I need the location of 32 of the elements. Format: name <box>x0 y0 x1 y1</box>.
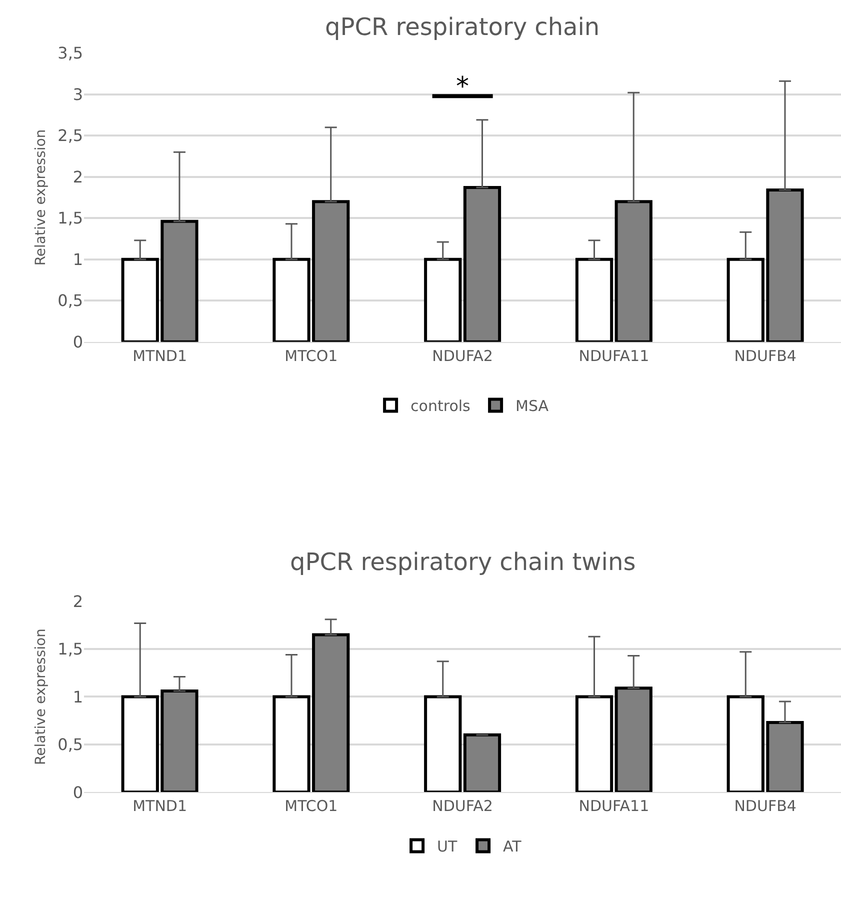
chart-title: qPCR respiratory chain twins <box>290 548 636 576</box>
x-tick-label: NDUFB4 <box>734 346 796 365</box>
x-tick-label: MTCO1 <box>284 797 338 816</box>
y-tick-label: 1,5 <box>58 640 84 659</box>
y-tick-label: 0 <box>72 332 84 352</box>
y-tick-label: 2 <box>72 592 84 611</box>
y-axis-title: Relative expression <box>33 129 50 266</box>
x-tick-label: NDUFA2 <box>432 346 493 365</box>
x-tick-label: MTND1 <box>132 797 187 816</box>
y-tick-label: 2,5 <box>58 126 84 146</box>
x-tick-label: NDUFB4 <box>734 797 796 816</box>
y-tick-label: 3,5 <box>58 44 84 63</box>
x-tick-label: NDUFA11 <box>578 797 650 816</box>
chart-title: qPCR respiratory chain <box>325 13 600 41</box>
x-tick-label: NDUFA2 <box>432 797 493 816</box>
y-tick-label: 0 <box>72 782 84 802</box>
y-tick-label: 1,5 <box>58 208 84 228</box>
y-tick-label: 2 <box>72 167 84 186</box>
y-tick-label: 1 <box>72 250 84 269</box>
x-tick-label: MTND1 <box>132 346 187 365</box>
y-tick-label: 3 <box>72 84 84 104</box>
legend-label: controls <box>410 397 471 416</box>
legend-label: AT <box>503 838 522 856</box>
legend-label: MSA <box>516 397 550 416</box>
y-axis-title: Relative expression <box>33 628 50 765</box>
x-tick-label: NDUFA11 <box>578 346 650 365</box>
y-tick-label: 1 <box>72 687 84 706</box>
x-tick-label: MTCO1 <box>284 346 338 365</box>
annotation: * <box>456 72 469 102</box>
y-tick-label: 0,5 <box>58 291 84 310</box>
legend-label: UT <box>437 838 458 856</box>
y-tick-label: 0,5 <box>58 735 84 754</box>
